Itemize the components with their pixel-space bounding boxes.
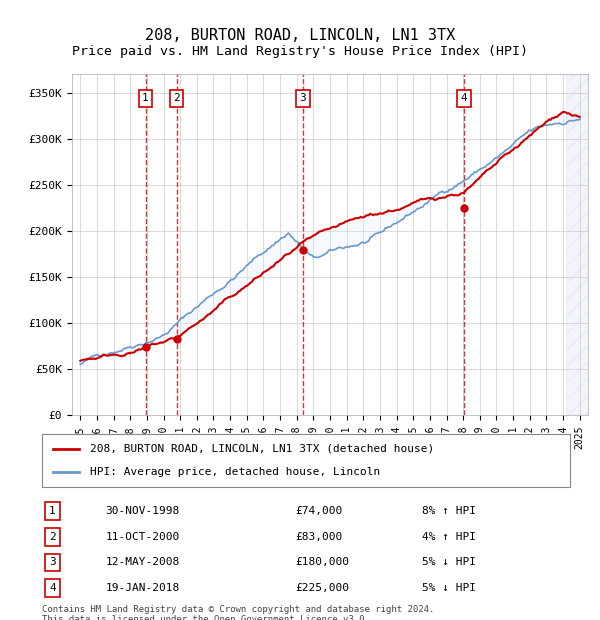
- Text: 2: 2: [49, 532, 56, 542]
- Text: 19-JAN-2018: 19-JAN-2018: [106, 583, 179, 593]
- Text: Price paid vs. HM Land Registry's House Price Index (HPI): Price paid vs. HM Land Registry's House …: [72, 45, 528, 58]
- Text: 4: 4: [49, 583, 56, 593]
- Text: 1: 1: [142, 93, 149, 104]
- Text: 30-NOV-1998: 30-NOV-1998: [106, 507, 179, 516]
- Bar: [566, 74, 588, 415]
- Text: 208, BURTON ROAD, LINCOLN, LN1 3TX (detached house): 208, BURTON ROAD, LINCOLN, LN1 3TX (deta…: [89, 444, 434, 454]
- Text: £74,000: £74,000: [295, 507, 343, 516]
- Text: 12-MAY-2008: 12-MAY-2008: [106, 557, 179, 567]
- Text: £225,000: £225,000: [295, 583, 349, 593]
- Text: £83,000: £83,000: [295, 532, 343, 542]
- Text: 11-OCT-2000: 11-OCT-2000: [106, 532, 179, 542]
- Text: 4% ↑ HPI: 4% ↑ HPI: [422, 532, 476, 542]
- Text: 5% ↓ HPI: 5% ↓ HPI: [422, 557, 476, 567]
- Text: 3: 3: [299, 93, 306, 104]
- Text: Contains HM Land Registry data © Crown copyright and database right 2024.
This d: Contains HM Land Registry data © Crown c…: [42, 604, 434, 620]
- Text: 4: 4: [461, 93, 467, 104]
- Text: £180,000: £180,000: [295, 557, 349, 567]
- Text: HPI: Average price, detached house, Lincoln: HPI: Average price, detached house, Linc…: [89, 467, 380, 477]
- Text: 3: 3: [49, 557, 56, 567]
- Text: 208, BURTON ROAD, LINCOLN, LN1 3TX: 208, BURTON ROAD, LINCOLN, LN1 3TX: [145, 28, 455, 43]
- Text: 2: 2: [173, 93, 180, 104]
- Text: 1: 1: [49, 507, 56, 516]
- Text: 8% ↑ HPI: 8% ↑ HPI: [422, 507, 476, 516]
- Text: 5% ↓ HPI: 5% ↓ HPI: [422, 583, 476, 593]
